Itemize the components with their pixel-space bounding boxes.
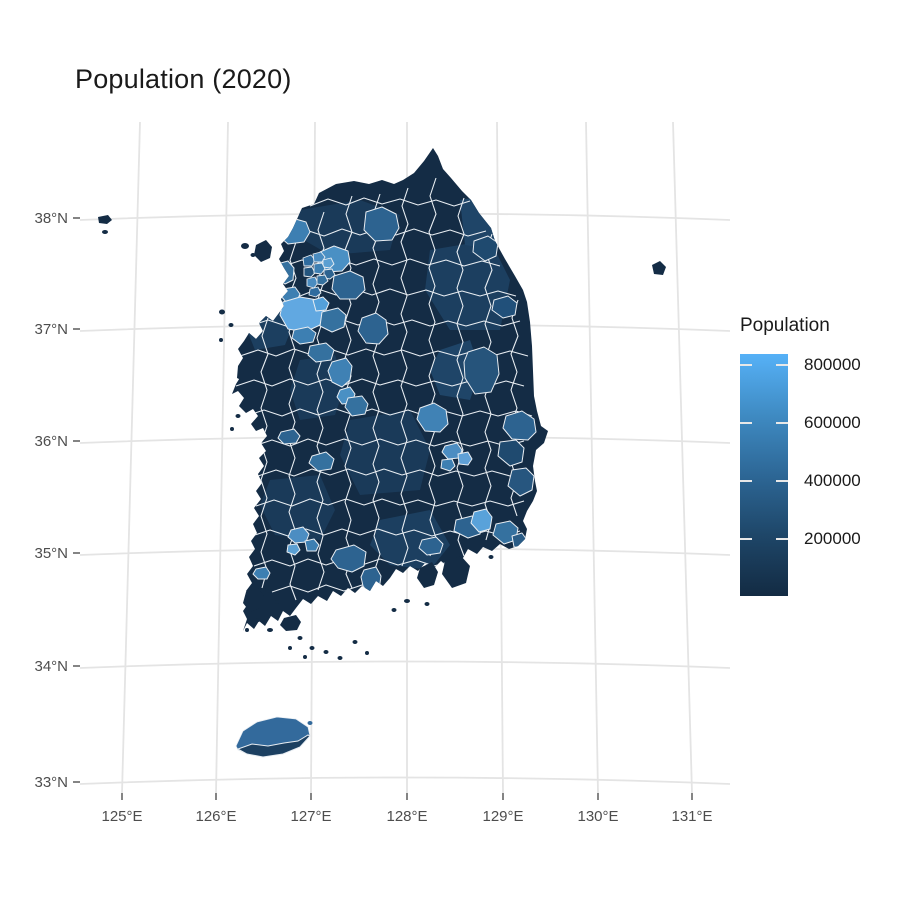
x-axis-labels: 125°E 126°E 127°E 128°E 129°E 130°E 131°… bbox=[101, 808, 712, 825]
jeju-island bbox=[235, 716, 313, 758]
x-tick-label: 128°E bbox=[386, 808, 427, 825]
seoul-district-cluster bbox=[302, 251, 336, 298]
x-tick-label: 126°E bbox=[195, 808, 236, 825]
legend-gradient-bar bbox=[740, 354, 788, 596]
y-tick-label: 36°N bbox=[34, 433, 68, 450]
legend-tick-label: 800000 bbox=[804, 355, 861, 374]
x-tick-label: 129°E bbox=[482, 808, 523, 825]
y-tick-label: 35°N bbox=[34, 545, 68, 562]
udo-islet bbox=[307, 721, 313, 725]
axis-ticks bbox=[73, 217, 693, 800]
legend-tick bbox=[776, 538, 788, 540]
ganghwa-island bbox=[254, 240, 272, 262]
x-tick-label: 130°E bbox=[577, 808, 618, 825]
legend-tick-label: 400000 bbox=[804, 471, 861, 490]
x-tick-label: 127°E bbox=[290, 808, 331, 825]
baengnyeong-island bbox=[98, 215, 112, 224]
legend-tick bbox=[776, 364, 788, 366]
legend-tick bbox=[740, 364, 752, 366]
legend-tick bbox=[740, 422, 752, 424]
y-axis-labels: 38°N 37°N 36°N 35°N 34°N 33°N bbox=[34, 210, 68, 791]
x-tick-label: 125°E bbox=[101, 808, 142, 825]
geoje-island bbox=[442, 556, 470, 588]
x-tick-label: 131°E bbox=[671, 808, 712, 825]
legend-tick-label: 200000 bbox=[804, 529, 861, 548]
y-tick-label: 37°N bbox=[34, 321, 68, 338]
wando-island bbox=[280, 615, 301, 631]
legend-tick bbox=[776, 480, 788, 482]
legend-tick bbox=[740, 538, 752, 540]
y-tick-label: 38°N bbox=[34, 210, 68, 227]
legend-tick bbox=[740, 480, 752, 482]
legend-title: Population bbox=[740, 315, 830, 336]
y-tick-label: 33°N bbox=[34, 774, 68, 791]
plot-title: Population (2020) bbox=[75, 64, 292, 94]
legend: Population 800000 600000 400000 200000 bbox=[740, 315, 900, 615]
district-cells bbox=[252, 206, 537, 597]
jindo-island bbox=[243, 588, 264, 612]
legend-tick bbox=[776, 422, 788, 424]
islands bbox=[98, 215, 666, 660]
y-tick-label: 34°N bbox=[34, 658, 68, 675]
mainland bbox=[232, 148, 548, 631]
legend-tick-label: 600000 bbox=[804, 413, 861, 432]
ulleungdo-island bbox=[652, 261, 666, 275]
district-boundaries bbox=[235, 177, 533, 601]
namhae-island bbox=[417, 562, 438, 588]
